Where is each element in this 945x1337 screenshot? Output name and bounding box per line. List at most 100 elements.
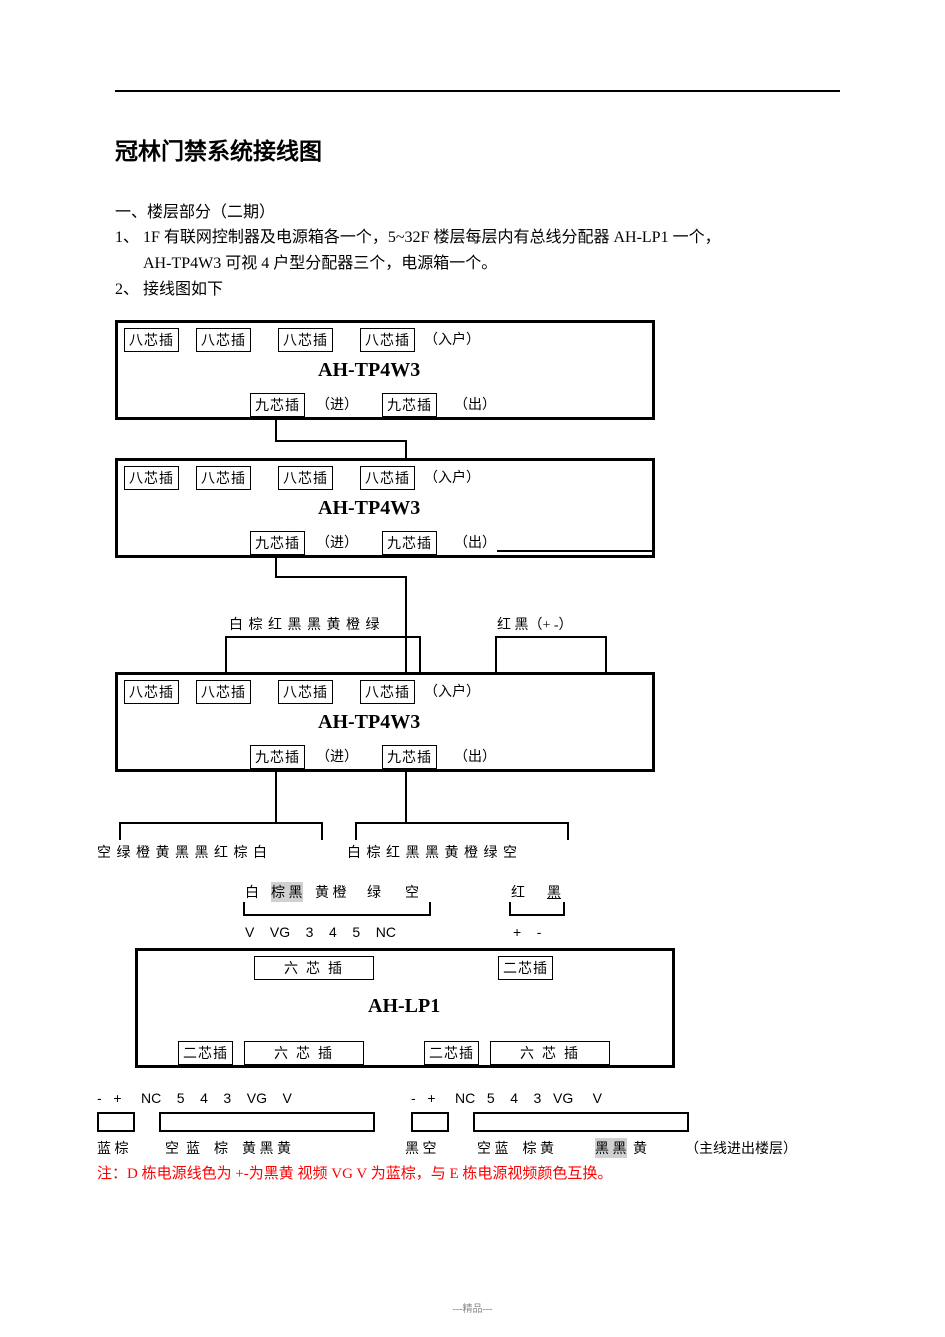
brL-v2: [321, 822, 323, 840]
lp-top-c3: 黄 橙: [315, 882, 347, 902]
wire-h-1: [275, 440, 407, 442]
port-8-11: 八芯插: [278, 680, 333, 704]
bot-col-lb: 空 蓝 棕 黄 黑 黄: [165, 1138, 291, 1158]
bx2-t: [159, 1112, 375, 1114]
bx3-t: [411, 1112, 449, 1114]
out-3: （出）: [454, 746, 496, 766]
brR-v1: [355, 822, 357, 840]
port-8-1: 八芯插: [124, 328, 179, 352]
tp-label-1: AH-TP4W3: [318, 359, 420, 382]
bx2-r: [373, 1112, 375, 1132]
inhu-2: （入户）: [424, 467, 480, 487]
port-8-8: 八芯插: [360, 466, 415, 490]
wire-h-2: [275, 576, 407, 578]
bot-col-la: 蓝 棕: [97, 1138, 129, 1158]
bx1-l: [97, 1112, 99, 1132]
lpR-v2: [563, 902, 565, 916]
br3-l-v2: [419, 636, 421, 672]
para-1b: AH-TP4W3 可视 4 户型分配器三个，电源箱一个。: [115, 252, 840, 276]
bx1-t: [97, 1112, 135, 1114]
para-2: 2、 接线图如下: [115, 278, 840, 302]
bx4-r: [687, 1112, 689, 1132]
lp-top-c5: 空: [405, 882, 419, 902]
footnote: 注：D 栋电源线色为 +-为黑黄 视频 VG V 为蓝棕，与 E 栋电源视频颜色…: [97, 1162, 612, 1183]
inhu-1: （入户）: [424, 329, 480, 349]
lp-port-2-top: 二芯插: [498, 956, 553, 980]
mid-right-colors: 白 棕 红 黑 黑 黄 橙 绿 空: [347, 842, 518, 862]
br3-l-v1: [225, 636, 227, 672]
lpR-h: [509, 914, 565, 916]
wire-v-1a: [275, 420, 277, 442]
port-9-in-1: 九芯插: [250, 393, 305, 417]
br3-l-h: [225, 636, 421, 638]
wire-v-3out: [405, 772, 407, 824]
port-8-12: 八芯插: [360, 680, 415, 704]
section-head: 一、楼层部分（二期）: [115, 198, 840, 222]
wire-top-right: 红 黑（+ -）: [497, 614, 573, 634]
in-1: （进）: [316, 394, 358, 414]
wire-v-2b: [405, 576, 407, 672]
port-9-in-3: 九芯插: [250, 745, 305, 769]
port-9-out-2: 九芯插: [382, 531, 437, 555]
inhu-3: （入户）: [424, 681, 480, 701]
wire-v-1b: [405, 440, 407, 458]
wire-top-left: 白 棕 红 黑 黑 黄 橙 绿: [229, 614, 381, 634]
tp-box-3: 八芯插 八芯插 八芯插 八芯插 （入户） AH-TP4W3 九芯插 （进） 九芯…: [115, 672, 655, 772]
wiring-diagram: 八芯插 八芯插 八芯插 八芯插 （入户） AH-TP4W3 九芯插 （进） 九芯…: [115, 314, 840, 1234]
port-8-9: 八芯插: [124, 680, 179, 704]
lp-port-6-br: 六芯插: [490, 1041, 610, 1065]
bx2-l: [159, 1112, 161, 1132]
lp-top-c4: 绿: [367, 882, 381, 902]
bx3-l: [411, 1112, 413, 1132]
br3-r-v2: [605, 636, 607, 672]
brL-v1: [119, 822, 121, 840]
wire-v-2a: [275, 558, 277, 578]
footer: ---精品---: [0, 1300, 945, 1315]
lpL-h: [243, 914, 431, 916]
port-9-in-2: 九芯插: [250, 531, 305, 555]
lp-box: 六芯插 二芯插 AH-LP1 二芯插 六芯插 二芯插 六芯插: [135, 948, 675, 1068]
mid-left-colors: 空 绿 橙 黄 黑 黑 红 棕 白: [97, 842, 268, 862]
lp-port-6-bl: 六芯插: [244, 1041, 364, 1065]
port-9-out-3: 九芯插: [382, 745, 437, 769]
tp-label-3: AH-TP4W3: [318, 711, 420, 734]
port-8-5: 八芯插: [124, 466, 179, 490]
wire-v-3in: [275, 772, 277, 824]
port-8-6: 八芯插: [196, 466, 251, 490]
lp-top-c2: 棕 黑: [271, 882, 303, 902]
bx4-b: [473, 1130, 689, 1132]
bot-col-ra: 黑 空: [405, 1138, 437, 1158]
br3-r-h: [495, 636, 607, 638]
port-8-2: 八芯插: [196, 328, 251, 352]
lp-top-r1: 红: [511, 882, 525, 902]
lpL-v2: [429, 902, 431, 916]
lp-label: AH-LP1: [368, 995, 440, 1018]
bx3-r: [447, 1112, 449, 1132]
para-1a: 1、 1F 有联网控制器及电源箱各一个，5~32F 楼层每层内有总线分配器 AH…: [115, 226, 840, 250]
lp-sig-right: + -: [513, 924, 541, 940]
port-8-4: 八芯插: [360, 328, 415, 352]
lp-port-2-br: 二芯插: [424, 1041, 479, 1065]
port-8-3: 八芯插: [278, 328, 333, 352]
bx4-l: [473, 1112, 475, 1132]
out-1: （出）: [454, 394, 496, 414]
bot-sig-left: - + NC 5 4 3 VG V: [97, 1090, 292, 1106]
page-title: 冠林门禁系统接线图: [115, 132, 840, 166]
tp-box-1: 八芯插 八芯插 八芯插 八芯插 （入户） AH-TP4W3 九芯插 （进） 九芯…: [115, 320, 655, 420]
bx2-b: [159, 1130, 375, 1132]
lp-top-c1: 白: [245, 882, 259, 902]
wire-out2-ext: [497, 550, 655, 552]
tp-label-2: AH-TP4W3: [318, 497, 420, 520]
bot-col-rb2: 黑 黑: [595, 1138, 627, 1158]
lp-top-r2: 黑: [547, 882, 561, 902]
brL-h: [119, 822, 323, 824]
brR-h: [355, 822, 569, 824]
bx3-b: [411, 1130, 449, 1132]
tp-box-2: 八芯插 八芯插 八芯插 八芯插 （入户） AH-TP4W3 九芯插 （进） 九芯…: [115, 458, 655, 558]
bx1-r: [133, 1112, 135, 1132]
lp-port-6-top: 六芯插: [254, 956, 374, 980]
top-rule: [115, 90, 840, 92]
bot-sig-right: - + NC 5 4 3 VG V: [411, 1090, 602, 1106]
brR-v2: [567, 822, 569, 840]
in-2: （进）: [316, 532, 358, 552]
